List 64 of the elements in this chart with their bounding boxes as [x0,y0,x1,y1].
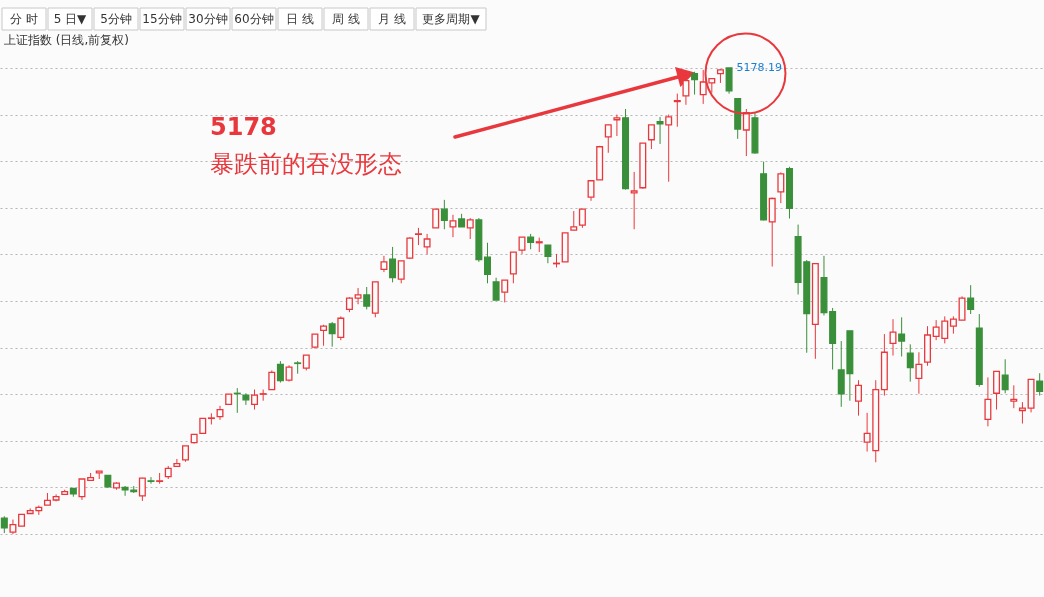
text: 5 日▼ [53,12,88,26]
candlestick [587,180,595,202]
candlestick [777,171,785,204]
candlestick [855,379,862,417]
candlestick [898,316,906,357]
text: 30分钟 [188,12,228,26]
candlestick [725,67,733,95]
candlestick [613,114,621,137]
text: 15分钟 [142,12,182,26]
candlestick [984,376,992,427]
candlestick [509,251,517,284]
text: 分 时 [10,12,38,26]
candlestick [993,370,1001,411]
candlestick [449,214,457,238]
candlestick [647,124,655,150]
candlestick [1010,384,1018,409]
candlestick [492,277,500,301]
candlestick [967,284,975,315]
candlestick [604,124,612,154]
candlestick [958,295,966,321]
text: 60分钟 [234,12,274,26]
annotation: 5178.19 [736,61,783,74]
candlestick [276,360,284,384]
candlestick [337,315,345,341]
chart-title: 上证指数 (日线,前复权) [4,33,129,47]
candlestick [138,477,146,502]
text: 周 线 [332,12,360,26]
candlestick [570,210,578,231]
text: 5分钟 [100,12,132,26]
text: 日 线 [286,12,314,26]
candlestick [251,389,259,411]
candlestick [768,197,776,268]
candlestick [1001,358,1009,394]
candlestick [656,116,664,145]
text: 月 线 [378,12,406,26]
candlestick [354,287,362,305]
candlestick [389,246,397,283]
candlestick [397,260,405,284]
candlestick [78,478,86,501]
candlestick [483,242,491,284]
candlestick [578,208,586,229]
candlestick [544,244,552,264]
candlestick [328,321,336,348]
text: 更多周期▼ [422,12,481,26]
annotation: 暴跌前的吞没形态 [210,150,402,178]
candlestick [423,233,431,255]
candlestick [173,458,181,468]
candlestick [363,286,371,310]
candlestick [915,351,923,395]
annotation: 5178 [210,113,277,141]
candlestick [906,343,914,383]
candlestick [432,208,440,229]
candlestick [147,476,155,485]
candlestick [466,217,474,240]
candlestick [320,324,328,347]
candlestick [242,392,250,406]
candlestick [665,114,673,183]
candlestick [268,369,276,391]
candlestick [889,318,897,357]
candlestick [1036,372,1044,397]
candlestick [630,171,638,230]
candlestick [501,279,509,303]
candlestick [673,93,681,128]
candlestick [440,199,448,230]
